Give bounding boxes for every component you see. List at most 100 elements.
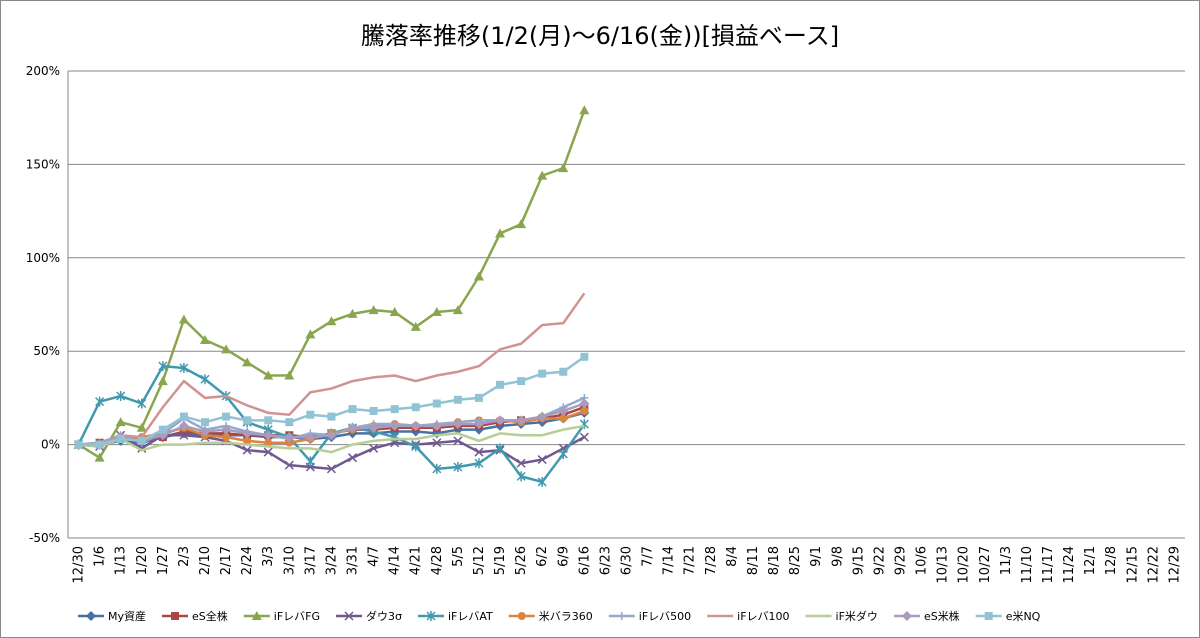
marker	[368, 422, 379, 433]
x-tick-label: 9/15	[851, 546, 866, 575]
marker	[158, 361, 168, 372]
marker	[199, 426, 210, 437]
marker	[559, 367, 568, 376]
marker	[158, 425, 167, 434]
x-tick-label: 11/3	[999, 546, 1014, 575]
marker	[95, 440, 104, 449]
series-line	[78, 292, 586, 446]
y-tick-label: 200%	[26, 64, 60, 78]
x-tick-label: 8/25	[788, 546, 803, 575]
marker	[558, 163, 569, 173]
y-tick-label: 0%	[41, 438, 60, 452]
x-tick-label: 3/31	[346, 546, 361, 575]
marker	[178, 420, 189, 431]
marker	[327, 412, 336, 421]
x-tick-label: 5/5	[451, 546, 466, 567]
marker	[473, 271, 484, 281]
marker	[984, 612, 993, 620]
x-tick-label: 4/14	[388, 546, 403, 575]
marker	[179, 430, 189, 440]
marker	[474, 458, 484, 469]
marker	[411, 441, 421, 452]
marker	[74, 440, 83, 449]
legend-item: e米NQ	[975, 610, 1041, 623]
x-tick-label: 2/10	[198, 546, 213, 575]
marker	[580, 352, 589, 361]
x-tick-label: 12/30	[72, 546, 87, 583]
marker	[559, 414, 568, 423]
marker	[263, 447, 273, 457]
legend-label: iFレバAT	[448, 610, 493, 623]
marker	[617, 612, 626, 620]
marker	[136, 422, 147, 432]
marker	[474, 447, 484, 457]
marker	[115, 417, 126, 427]
marker	[242, 445, 252, 455]
x-tick-label: 1/27	[156, 546, 171, 575]
marker	[179, 363, 189, 374]
marker	[221, 344, 232, 354]
legend-label: ダウ3σ	[366, 609, 402, 623]
x-tick-label: 8/11	[746, 546, 761, 575]
marker	[305, 432, 316, 443]
marker	[389, 306, 400, 316]
marker	[537, 170, 548, 180]
marker	[537, 455, 547, 465]
marker	[579, 398, 590, 409]
legend-item: My資産	[78, 610, 146, 623]
x-tick-label: 4/21	[409, 546, 424, 575]
x-tick-label: 7/28	[704, 546, 719, 575]
legend-item: iFレバFG	[243, 610, 320, 623]
marker	[344, 611, 354, 621]
x-tick-label: 9/8	[830, 546, 845, 567]
marker	[137, 443, 147, 453]
marker	[579, 432, 589, 442]
x-tick-label: 11/10	[1020, 546, 1035, 583]
marker	[517, 612, 526, 620]
marker	[264, 416, 273, 425]
x-tick-label: 3/24	[324, 546, 339, 575]
x-tick-label: 5/26	[514, 546, 529, 575]
marker	[453, 462, 463, 473]
legend-item: iF米ダウ	[805, 609, 878, 623]
marker	[537, 411, 548, 422]
marker	[347, 422, 358, 433]
marker	[453, 436, 463, 446]
marker	[517, 377, 526, 386]
x-tick-label: 6/16	[577, 546, 592, 575]
x-tick-label: 10/27	[978, 546, 993, 583]
legend-label: eS米株	[924, 609, 960, 623]
marker	[432, 463, 442, 474]
marker	[222, 412, 231, 421]
marker	[579, 105, 590, 115]
x-tick-label: 9/29	[893, 546, 908, 575]
x-tick-label: 12/29	[1167, 546, 1182, 583]
y-tick-label: -50%	[29, 531, 60, 545]
marker	[243, 436, 252, 445]
legend-item: iFレバ500	[608, 610, 691, 623]
marker	[251, 611, 262, 620]
legend-item: iFレバ100	[707, 610, 790, 623]
marker	[496, 380, 505, 389]
x-tick-label: 2/17	[219, 546, 234, 575]
marker	[390, 405, 399, 414]
x-tick-label: 1/13	[114, 546, 129, 575]
marker	[285, 418, 294, 427]
marker	[516, 471, 526, 482]
marker	[284, 460, 294, 470]
marker	[558, 405, 569, 416]
marker	[474, 393, 483, 402]
legend-item: eS米株	[893, 609, 960, 623]
marker	[116, 391, 126, 402]
marker	[369, 443, 379, 453]
y-tick-label: 50%	[33, 344, 60, 358]
x-tick-label: 8/18	[767, 546, 782, 575]
x-tick-label: 6/2	[535, 546, 550, 567]
marker	[305, 456, 315, 467]
marker	[348, 405, 357, 414]
legend-item: ダウ3σ	[336, 609, 402, 623]
marker	[305, 329, 316, 339]
x-tick-label: 10/13	[936, 546, 951, 583]
marker	[243, 416, 252, 425]
